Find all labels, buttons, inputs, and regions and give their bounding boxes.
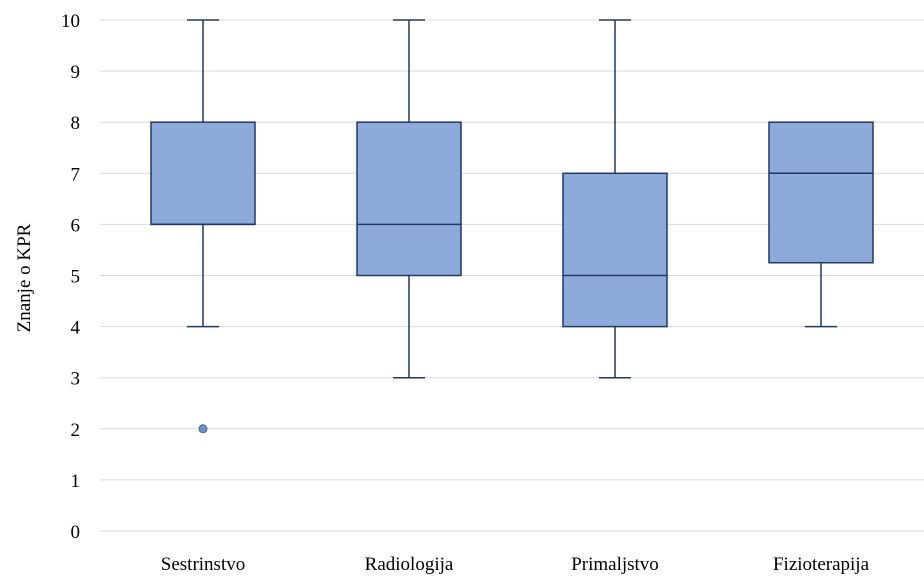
x-tick-label: Primaljstvo	[571, 554, 659, 575]
box-primaljstvo	[562, 19, 668, 379]
box-fizioterapija	[768, 121, 874, 328]
x-tick-label: Radiologija	[365, 554, 454, 575]
y-tick-label: 8	[71, 113, 81, 134]
y-tick-label: 6	[71, 215, 81, 236]
gridlines	[100, 19, 924, 532]
y-tick-label: 7	[71, 164, 81, 185]
outlier-point	[198, 424, 208, 434]
boxes	[150, 19, 874, 434]
y-tick-label: 3	[71, 369, 81, 390]
y-tick-label: 10	[61, 11, 80, 32]
box-radiologija	[356, 19, 462, 379]
y-tick-label: 0	[71, 522, 81, 543]
y-tick-label: 9	[71, 62, 81, 83]
iqr-box	[150, 121, 256, 226]
x-axis-ticks: Sestrinstvo Radiologija Primaljstvo Fiziote…	[161, 554, 870, 575]
y-tick-label: 5	[71, 267, 81, 288]
x-tick-label: Fizioterapija	[773, 554, 870, 575]
iqr-box	[356, 121, 462, 277]
box-sestrinstvo	[150, 19, 256, 434]
y-tick-label: 1	[71, 471, 81, 492]
x-tick-label: Sestrinstvo	[161, 554, 245, 575]
y-axis-title: Znanje o KPR	[14, 223, 35, 332]
iqr-box	[768, 121, 874, 264]
y-axis-ticks: 0 1 2 3 4 5 6 7 8 9 10	[61, 11, 81, 543]
y-tick-label: 2	[71, 420, 81, 441]
y-tick-label: 4	[71, 318, 81, 339]
iqr-box	[562, 172, 668, 328]
